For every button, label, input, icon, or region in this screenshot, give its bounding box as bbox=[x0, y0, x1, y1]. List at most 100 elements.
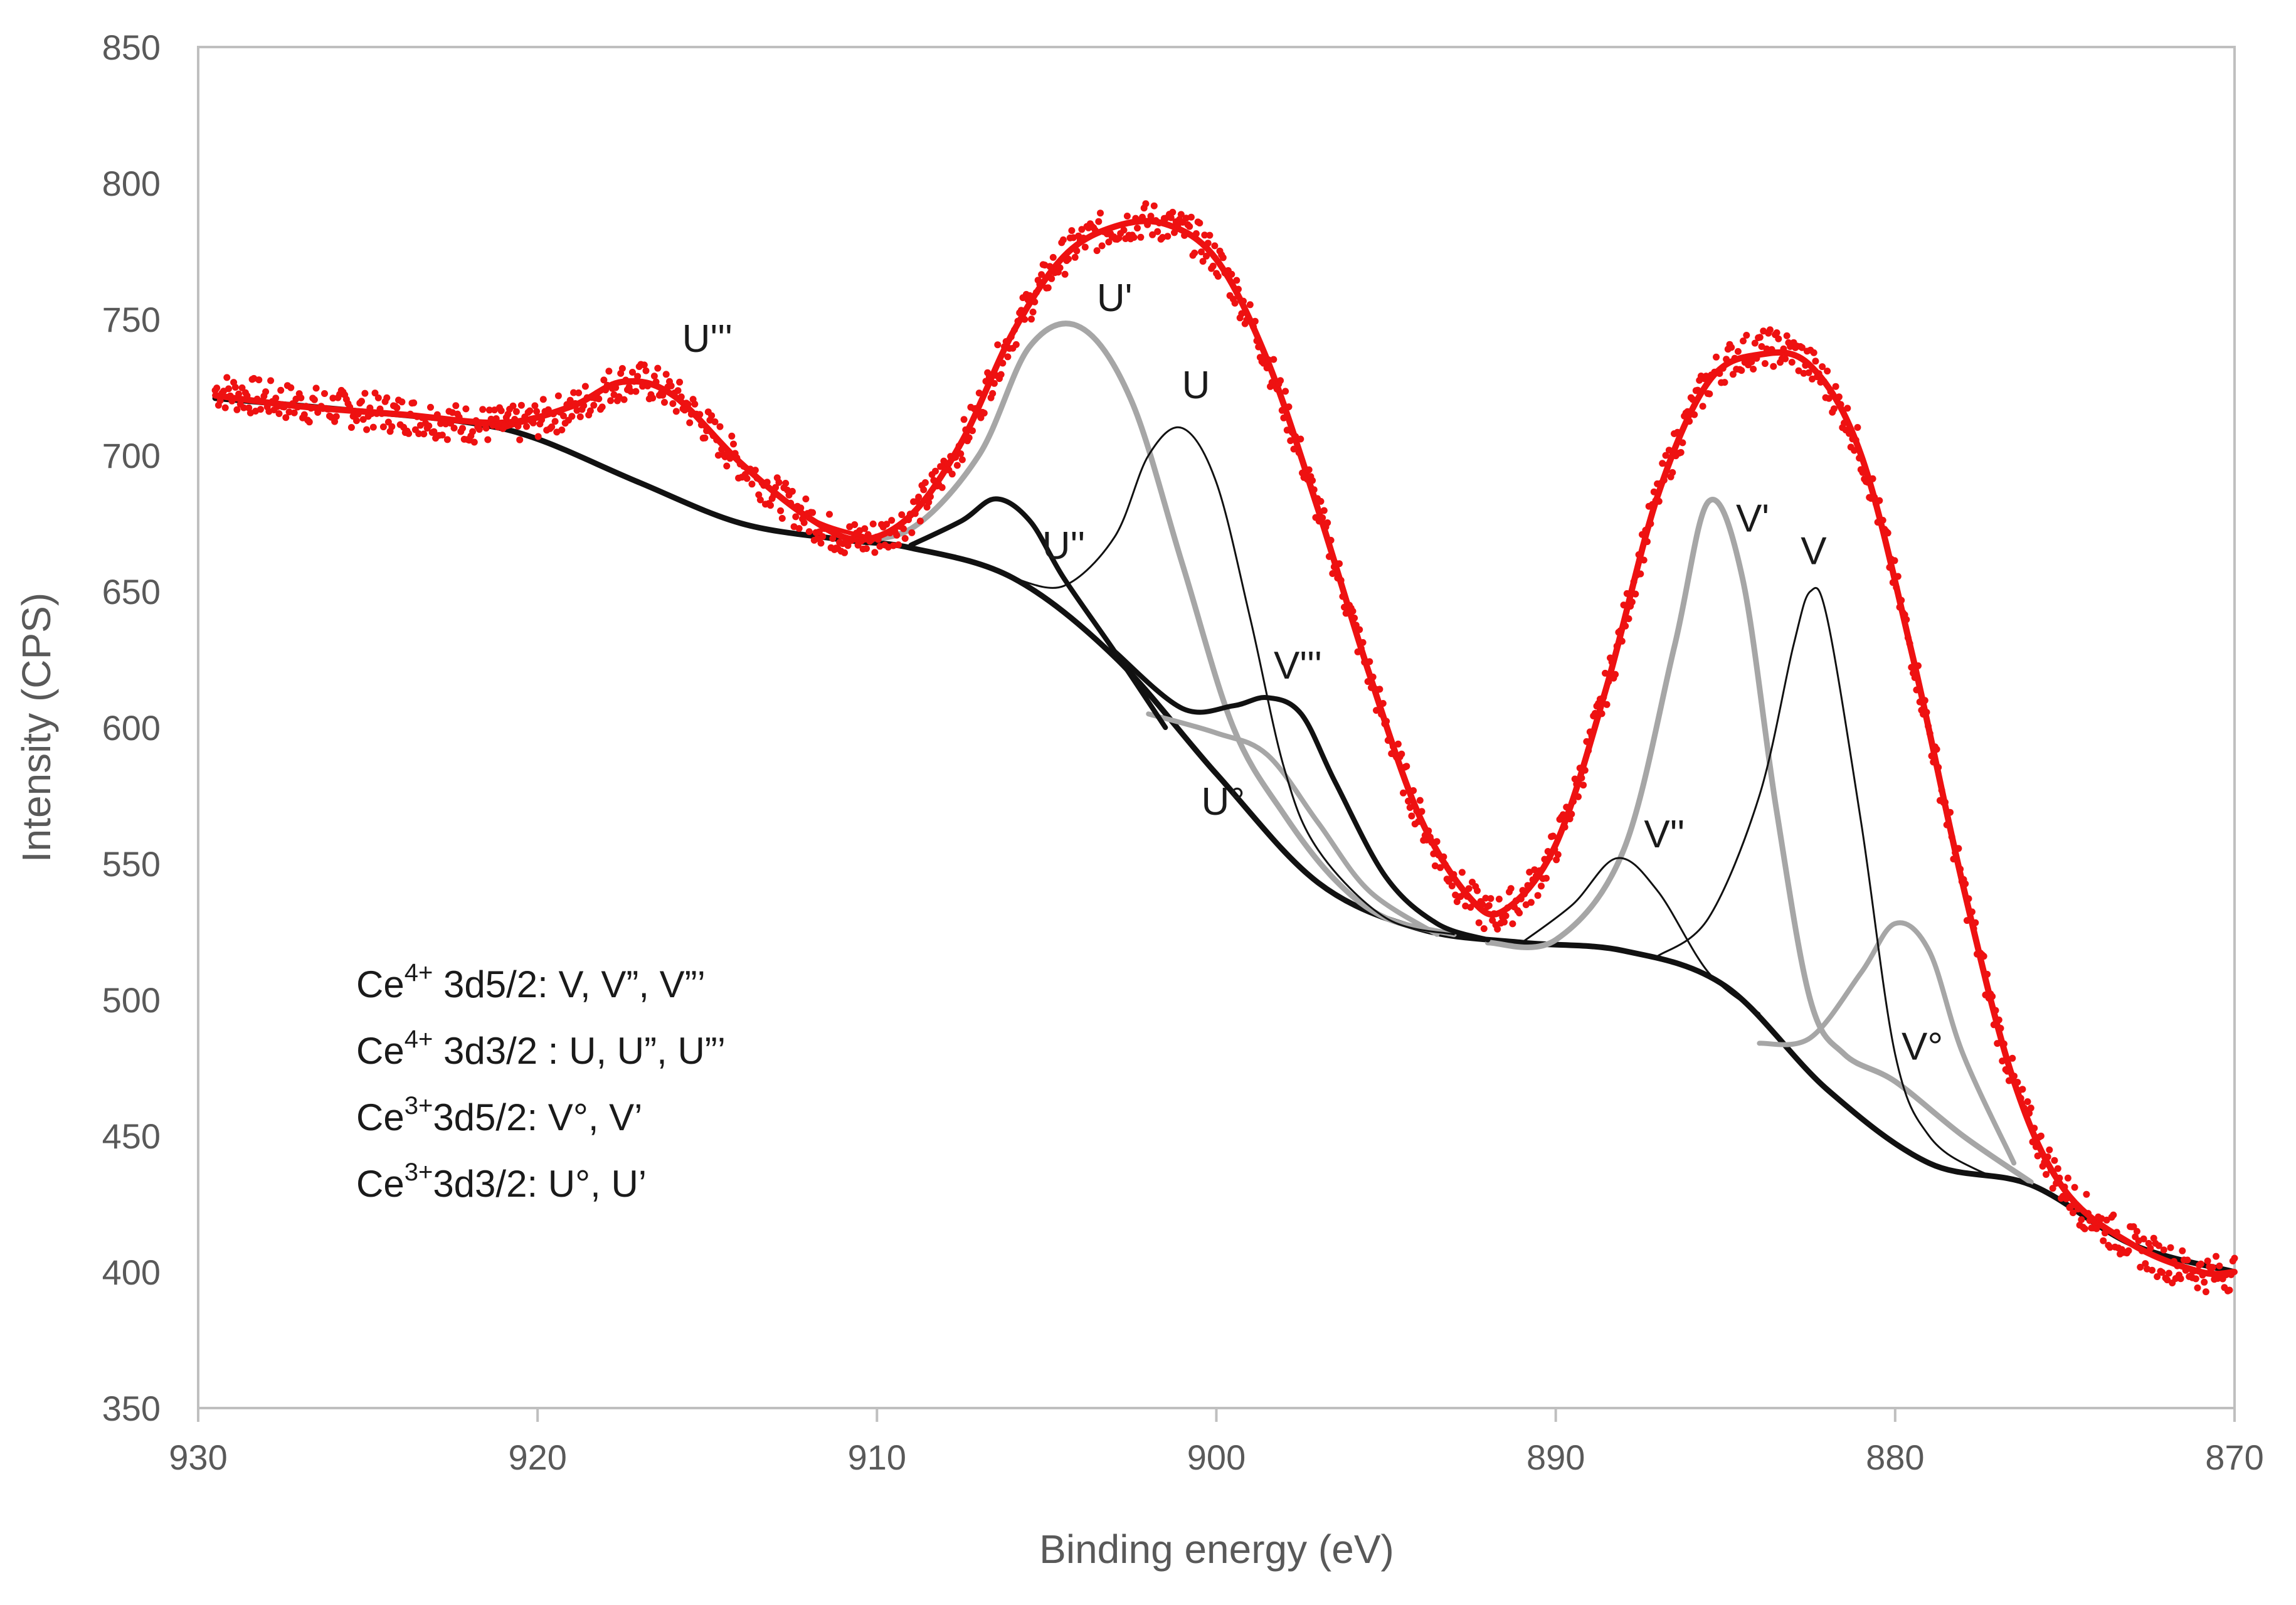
raw-data-point bbox=[1543, 874, 1550, 882]
peak-label: U bbox=[1182, 364, 1210, 407]
raw-data-point bbox=[1570, 798, 1577, 805]
raw-data-point bbox=[1105, 238, 1113, 246]
raw-data-point bbox=[2154, 1273, 2161, 1280]
raw-data-point bbox=[470, 438, 478, 446]
raw-data-point bbox=[1691, 411, 1698, 418]
raw-data-point bbox=[2051, 1157, 2058, 1164]
raw-data-point bbox=[1507, 885, 1515, 893]
raw-data-point bbox=[1149, 231, 1156, 238]
raw-data-point bbox=[1896, 603, 1903, 611]
raw-data-point bbox=[1644, 538, 1651, 546]
raw-data-point bbox=[2231, 1254, 2238, 1262]
raw-data-point bbox=[2029, 1138, 2036, 1146]
raw-data-point bbox=[294, 403, 301, 411]
raw-data-point bbox=[2075, 1205, 2082, 1213]
raw-data-point bbox=[782, 480, 790, 487]
raw-data-point bbox=[1886, 564, 1893, 571]
raw-data-point bbox=[1930, 758, 1937, 766]
raw-data-point bbox=[2192, 1275, 2199, 1283]
peak-label: V bbox=[1801, 530, 1827, 573]
raw-data-point bbox=[1554, 851, 1562, 858]
y-tick-label: 650 bbox=[102, 572, 161, 612]
raw-data-point bbox=[2204, 1258, 2211, 1264]
raw-data-point bbox=[997, 371, 1005, 378]
raw-data-point bbox=[1400, 789, 1407, 797]
raw-data-point bbox=[398, 398, 406, 406]
raw-data-point bbox=[2228, 1271, 2235, 1278]
raw-data-point bbox=[1647, 520, 1654, 527]
raw-data-point bbox=[654, 364, 662, 372]
raw-data-point bbox=[703, 427, 711, 435]
raw-data-point bbox=[369, 423, 377, 431]
raw-data-point bbox=[379, 423, 387, 431]
x-tick-label: 920 bbox=[508, 1438, 566, 1477]
raw-data-point bbox=[1689, 396, 1696, 403]
raw-data-point bbox=[620, 396, 628, 403]
raw-data-point bbox=[1527, 899, 1535, 906]
raw-data-point bbox=[233, 406, 241, 413]
raw-data-point bbox=[921, 479, 929, 486]
raw-data-point bbox=[1337, 576, 1345, 584]
raw-data-point bbox=[718, 445, 726, 453]
raw-data-point bbox=[711, 418, 719, 425]
raw-data-point bbox=[777, 507, 785, 514]
raw-data-point bbox=[714, 452, 722, 459]
raw-data-point bbox=[1475, 919, 1483, 926]
raw-data-point bbox=[1798, 344, 1806, 351]
u-degree-component-line bbox=[1146, 711, 1440, 937]
x-axis-ticks: 930 920 910 900 890 880 870 bbox=[169, 1408, 2264, 1477]
raw-data-point bbox=[1968, 908, 1976, 916]
raw-data-point bbox=[2140, 1235, 2147, 1242]
raw-data-point bbox=[1026, 292, 1034, 299]
raw-data-point bbox=[1413, 807, 1420, 815]
raw-data-point bbox=[1442, 861, 1449, 869]
raw-data-point bbox=[958, 456, 966, 463]
raw-data-point bbox=[943, 460, 951, 467]
raw-data-point bbox=[1324, 519, 1331, 526]
raw-data-point bbox=[297, 394, 305, 401]
raw-data-point bbox=[792, 513, 800, 521]
raw-data-point bbox=[1098, 242, 1106, 250]
raw-data-point bbox=[1029, 309, 1037, 315]
raw-data-point bbox=[235, 390, 243, 398]
raw-data-point bbox=[1490, 910, 1498, 918]
raw-data-point bbox=[1320, 507, 1328, 514]
raw-data-point bbox=[1349, 608, 1357, 615]
raw-data-point bbox=[1904, 634, 1912, 642]
raw-data-point bbox=[990, 379, 998, 387]
raw-data-point bbox=[598, 403, 606, 411]
raw-data-point bbox=[1943, 821, 1950, 829]
raw-data-point bbox=[388, 423, 396, 430]
raw-data-point bbox=[649, 395, 657, 402]
raw-data-point bbox=[566, 396, 574, 404]
raw-data-point bbox=[1846, 430, 1853, 437]
raw-data-point bbox=[1655, 497, 1663, 505]
raw-data-point bbox=[713, 436, 721, 443]
raw-data-point bbox=[905, 516, 913, 524]
raw-data-point bbox=[560, 412, 567, 420]
raw-data-point bbox=[1002, 338, 1010, 345]
raw-data-point bbox=[583, 394, 591, 401]
raw-data-point bbox=[590, 401, 598, 409]
raw-data-point bbox=[652, 378, 660, 386]
raw-data-point bbox=[1625, 615, 1632, 622]
raw-data-point bbox=[1357, 645, 1365, 652]
raw-data-point bbox=[1999, 1057, 2006, 1065]
raw-data-point bbox=[1164, 233, 1172, 240]
raw-data-point bbox=[1228, 270, 1235, 278]
raw-data-point bbox=[1263, 364, 1271, 372]
raw-data-point bbox=[1913, 686, 1920, 694]
raw-data-point bbox=[2197, 1260, 2204, 1268]
raw-data-point bbox=[462, 405, 470, 413]
raw-data-point bbox=[797, 504, 805, 512]
raw-data-point bbox=[898, 511, 906, 519]
raw-data-points bbox=[211, 200, 2238, 1296]
y-tick-label: 750 bbox=[102, 300, 161, 339]
raw-data-point bbox=[1240, 297, 1247, 305]
raw-data-point bbox=[479, 406, 487, 413]
raw-data-point bbox=[1756, 334, 1764, 341]
raw-data-point bbox=[906, 511, 914, 518]
raw-data-point bbox=[1942, 798, 1949, 806]
raw-data-point bbox=[1622, 622, 1629, 630]
raw-data-point bbox=[361, 389, 369, 397]
